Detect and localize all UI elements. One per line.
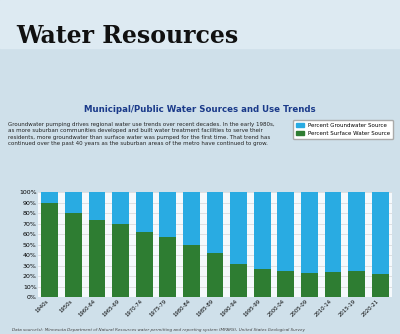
Bar <box>112 192 129 224</box>
Bar <box>301 192 318 273</box>
Bar <box>230 192 247 264</box>
Bar <box>159 192 176 237</box>
Bar <box>254 192 271 269</box>
Bar <box>88 192 106 220</box>
Text: Data source(s): Minnesota Department of Natural Resources water permitting and r: Data source(s): Minnesota Department of … <box>12 328 305 332</box>
Bar <box>277 271 294 297</box>
Bar <box>348 192 365 271</box>
Bar <box>183 244 200 297</box>
Bar <box>41 202 58 297</box>
Legend: Percent Groundwater Source, Percent Surface Water Source: Percent Groundwater Source, Percent Surf… <box>293 120 393 139</box>
Bar <box>206 253 224 297</box>
Bar <box>65 213 82 297</box>
Bar <box>324 272 342 297</box>
Bar <box>0 0 400 48</box>
Bar <box>183 192 200 244</box>
Bar <box>136 192 153 232</box>
Text: Groundwater pumping drives regional water use trends over recent decades. In the: Groundwater pumping drives regional wate… <box>8 122 275 146</box>
Bar <box>230 264 247 297</box>
Bar <box>206 192 224 253</box>
Bar <box>112 224 129 297</box>
Bar <box>88 220 106 297</box>
Bar <box>348 271 365 297</box>
Bar <box>372 274 389 297</box>
Bar <box>324 192 342 272</box>
Bar <box>136 232 153 297</box>
Bar <box>372 192 389 274</box>
Text: Municipal/Public Water Sources and Use Trends: Municipal/Public Water Sources and Use T… <box>84 105 316 114</box>
Bar <box>254 269 271 297</box>
Text: Water Resources: Water Resources <box>16 23 238 47</box>
Bar <box>65 192 82 213</box>
Bar <box>159 237 176 297</box>
Bar <box>277 192 294 271</box>
Bar <box>41 192 58 202</box>
Bar <box>301 273 318 297</box>
